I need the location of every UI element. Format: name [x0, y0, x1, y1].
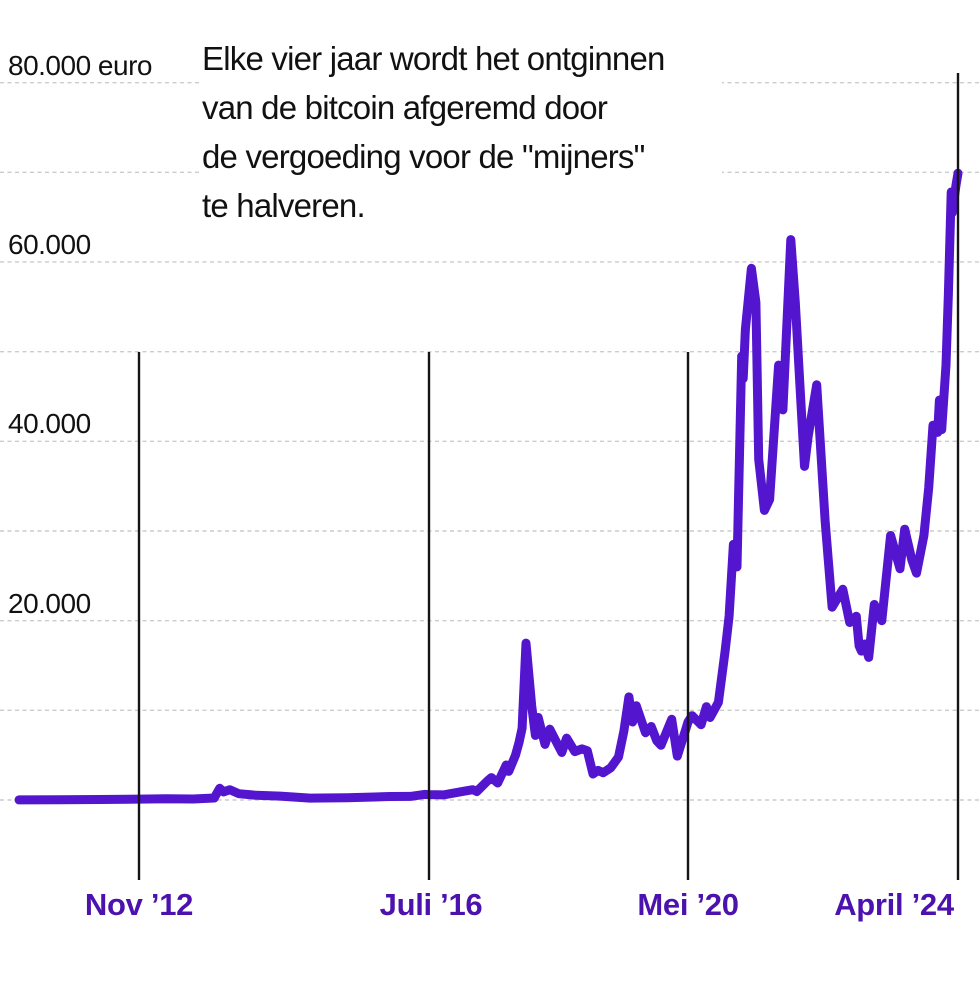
- x-axis-label-juli-16: Juli ’16: [379, 887, 483, 922]
- x-axis-label-nov-12: Nov ’12: [84, 887, 194, 922]
- y-axis-label-20000: 20.000: [8, 587, 91, 619]
- y-axis-label-40000: 40.000: [8, 408, 91, 440]
- y-axis-label-80000: 80.000 euro: [8, 49, 152, 81]
- y-axis-label-60000: 60.000: [8, 228, 91, 260]
- price-line-group: [14, 168, 963, 805]
- annotation-line-2: van de bitcoin afgeremd door: [202, 89, 608, 126]
- annotation: Elke vier jaar wordt het ontginnen van d…: [202, 34, 722, 230]
- x-axis-label-april-24: April ’24: [834, 887, 954, 922]
- annotation-line-3: de vergoeding voor de "mijners": [202, 138, 645, 175]
- annotation-line-4: te halveren.: [202, 187, 366, 224]
- annotation-line-1: Elke vier jaar wordt het ontginnen: [202, 40, 665, 77]
- halving-lines: [137, 73, 960, 880]
- x-axis-label-mei-20: Mei ’20: [637, 887, 739, 922]
- bitcoin-price-line: [14, 168, 963, 805]
